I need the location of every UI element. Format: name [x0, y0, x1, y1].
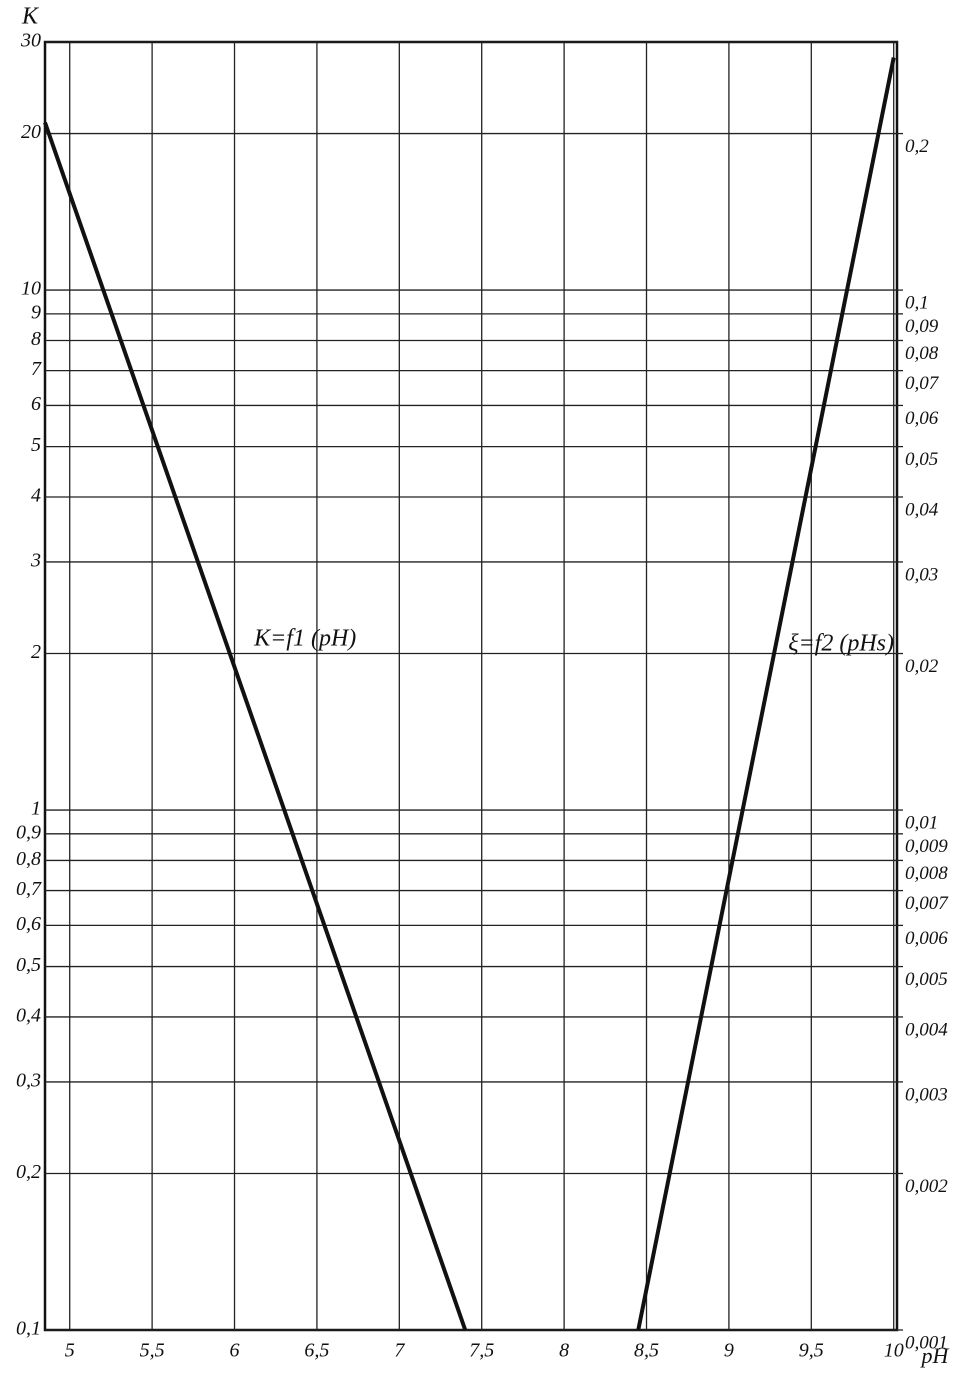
y-tick-label: 0,5 [16, 954, 41, 976]
y-tick-label: 10 [21, 278, 41, 300]
y-tick-label: 0,9 [16, 821, 41, 843]
y-tick-label: 20 [21, 121, 41, 143]
y-axis-label: K [21, 4, 40, 30]
y2-tick-label: 0,004 [905, 1019, 948, 1040]
x-tick-label: 9,5 [799, 1340, 824, 1362]
x-tick-label: 7,5 [469, 1340, 494, 1362]
y-tick-label: 9 [31, 301, 41, 323]
y2-tick-label: 0,03 [905, 564, 938, 585]
y-tick-label: 0,3 [16, 1070, 41, 1092]
x-tick-label: 10 [884, 1340, 904, 1362]
y2-tick-label: 0,006 [905, 928, 948, 949]
y-tick-label: 0,4 [16, 1005, 41, 1027]
y2-tick-label: 0,01 [905, 812, 938, 833]
x-tick-label: 8,5 [634, 1340, 659, 1362]
y2-tick-label: 0,2 [905, 136, 929, 157]
y-tick-label: 0,1 [16, 1318, 41, 1340]
x-tick-label: 5 [65, 1340, 75, 1362]
series-label: ξ=f2 (pHs) [788, 631, 894, 657]
x-tick-label: 9 [724, 1340, 734, 1362]
y-tick-label: 2 [31, 641, 41, 663]
y2-tick-label: 0,1 [905, 292, 929, 313]
y2-tick-label: 0,009 [905, 836, 948, 857]
y2-tick-label: 0,007 [905, 893, 949, 914]
y2-tick-label: 0,07 [905, 373, 940, 394]
y-tick-label: 30 [20, 30, 41, 52]
y-tick-label: 1 [31, 798, 41, 820]
x-tick-label: 6 [230, 1340, 240, 1362]
y-tick-label: 0,2 [16, 1161, 41, 1183]
y-tick-label: 6 [31, 393, 41, 415]
y2-tick-label: 0,008 [905, 863, 948, 884]
x-axis-label: pH [920, 1343, 950, 1368]
y-tick-label: 7 [31, 358, 42, 380]
data-line [636, 57, 896, 1331]
y2-tick-label: 0,06 [905, 408, 939, 429]
y2-tick-label: 0,003 [905, 1084, 948, 1105]
x-tick-label: 5,5 [140, 1340, 165, 1362]
y-tick-label: 0,8 [16, 848, 41, 870]
y2-tick-label: 0,001 [905, 1332, 948, 1353]
y-tick-label: 3 [30, 550, 41, 572]
y-tick-label: 0,6 [16, 913, 41, 935]
x-tick-label: 8 [559, 1340, 569, 1362]
y-tick-label: 4 [31, 485, 41, 507]
y-tick-label: 5 [31, 434, 41, 456]
y2-tick-label: 0,04 [905, 499, 939, 520]
y-tick-label: 8 [31, 328, 41, 350]
data-line [43, 121, 468, 1331]
y2-tick-label: 0,005 [905, 969, 948, 990]
y2-tick-label: 0,02 [905, 656, 939, 677]
y2-tick-label: 0,09 [905, 316, 939, 337]
series-label: K=f1 (pH) [253, 626, 356, 652]
y2-tick-label: 0,08 [905, 343, 939, 364]
y2-tick-label: 0,002 [905, 1176, 948, 1197]
y-tick-label: 0,7 [16, 878, 42, 900]
x-tick-label: 7 [394, 1340, 405, 1362]
y2-tick-label: 0,05 [905, 449, 938, 470]
x-tick-label: 6,5 [304, 1340, 329, 1362]
